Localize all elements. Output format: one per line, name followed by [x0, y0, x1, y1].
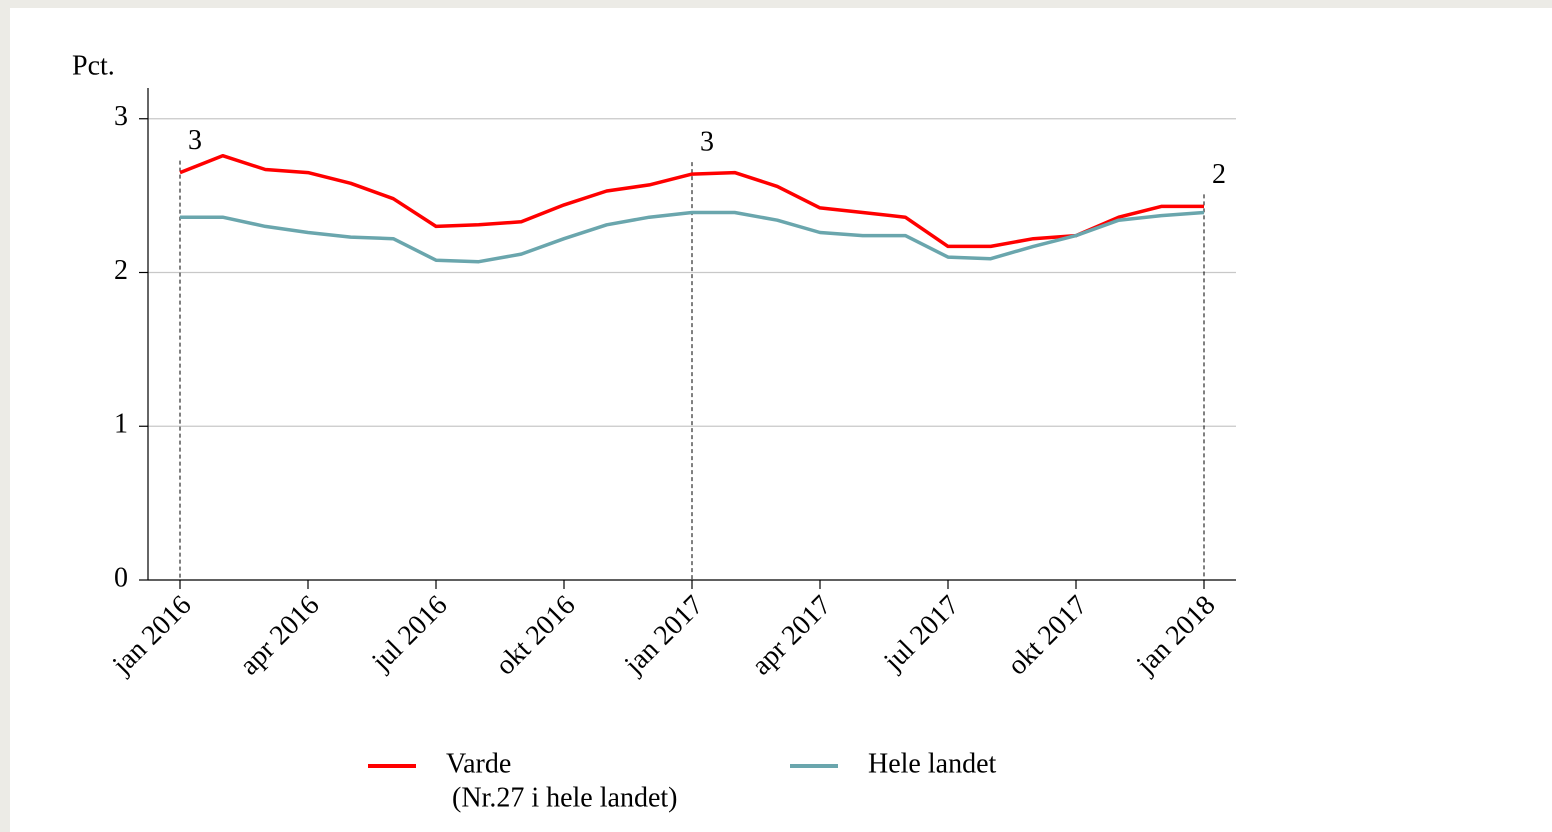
legend-label: Hele landet: [868, 748, 996, 779]
y-tick-label: 0: [114, 562, 128, 593]
annotation-label: 2: [1212, 159, 1226, 190]
legend-subtitle: (Nr.27 i hele landet): [452, 782, 677, 813]
series-line: [179, 153, 1204, 249]
y-tick-label: 2: [114, 255, 128, 286]
annotation-label: 3: [700, 127, 714, 158]
y-tick-label: 3: [114, 101, 128, 132]
legend-label: Varde: [446, 748, 511, 779]
y-axis-label: Pct.: [72, 50, 115, 81]
y-tick-label: 1: [114, 409, 128, 440]
series-line: [180, 210, 1205, 264]
annotation-label: 3: [188, 125, 202, 156]
chart-background: [10, 8, 1552, 832]
